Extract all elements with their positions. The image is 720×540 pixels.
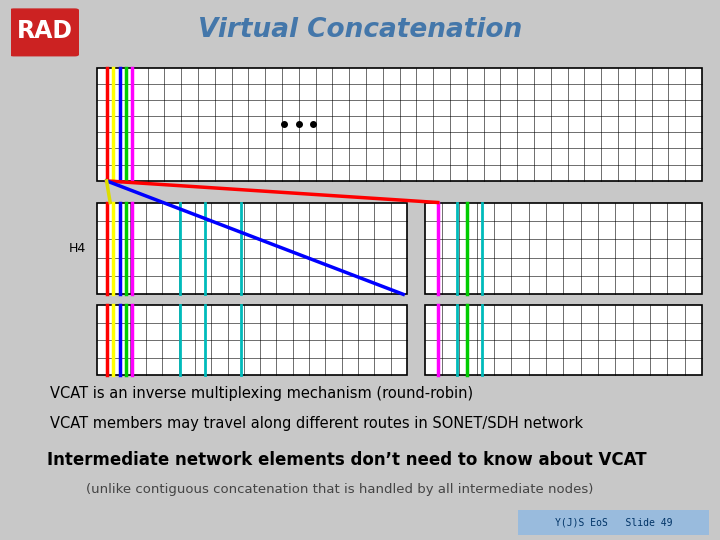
Bar — [97, 68, 702, 181]
Bar — [425, 202, 702, 294]
FancyBboxPatch shape — [509, 509, 719, 536]
Bar — [425, 305, 702, 375]
Text: H4: H4 — [69, 242, 86, 255]
Text: RAD: RAD — [17, 19, 73, 43]
Text: VCAT is an inverse multiplexing mechanism (round-robin): VCAT is an inverse multiplexing mechanis… — [50, 386, 474, 401]
Text: Virtual Concatenation: Virtual Concatenation — [198, 17, 522, 43]
Bar — [97, 202, 407, 294]
Text: (unlike contiguous concatenation that is handled by all intermediate nodes): (unlike contiguous concatenation that is… — [86, 483, 594, 496]
FancyBboxPatch shape — [9, 9, 79, 56]
Text: Y(J)S EoS   Slide 49: Y(J)S EoS Slide 49 — [555, 517, 672, 528]
Bar — [97, 305, 407, 375]
Text: Intermediate network elements don’t need to know about VCAT: Intermediate network elements don’t need… — [47, 451, 647, 469]
Text: VCAT members may travel along different routes in SONET/SDH network: VCAT members may travel along different … — [50, 416, 583, 431]
